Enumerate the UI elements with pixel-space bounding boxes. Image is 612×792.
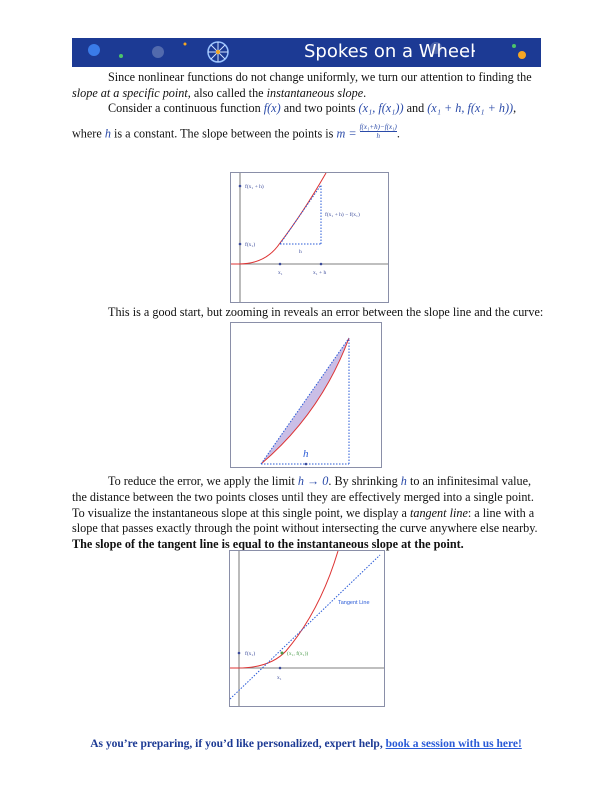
text: where xyxy=(72,126,105,141)
paragraph-line: slope at a specific point, also called t… xyxy=(72,86,366,101)
paragraph-line: Consider a continuous function f(x) and … xyxy=(108,101,516,116)
banner-title: Spokes on a Wheel xyxy=(304,41,476,62)
footer-cta: As you’re preparing, if you’d like perso… xyxy=(0,738,612,750)
label-tangent-line: Tangent Line xyxy=(338,600,370,606)
label-point: (x₁, f(x₁)) xyxy=(287,650,308,657)
paragraph-line: Since nonlinear functions do not change … xyxy=(108,70,532,84)
label-fx1h: f(x₁ + h) xyxy=(245,183,264,190)
text: and xyxy=(403,101,428,115)
label-fx1: f(x₁) xyxy=(245,241,255,248)
text: Consider a continuous function xyxy=(108,101,264,115)
math: f(x) xyxy=(263,101,281,115)
math: h → 0 xyxy=(297,474,329,488)
figure-secant: f(x₁ + h) f(x₁) f(x₁ + h) − f(x₁) h x₁ x… xyxy=(230,172,389,303)
paragraph-line: slope that passes exactly through the po… xyxy=(72,521,538,535)
text: To reduce the error, we apply the limit xyxy=(108,474,298,488)
paragraph-line: To reduce the error, we apply the limit … xyxy=(108,474,531,489)
math: m = xyxy=(336,126,360,141)
numerator: f(x₁+h)−f(x₁) xyxy=(359,123,397,132)
text: . xyxy=(363,86,367,100)
denominator: h xyxy=(376,132,380,140)
text: : a line with a xyxy=(467,506,535,520)
math: (x₁, f(x₁)) xyxy=(358,101,404,115)
text: To visualize the instantaneous slope at … xyxy=(72,506,410,520)
footer-text: As you’re preparing, if you’d like perso… xyxy=(90,738,386,750)
label-x1: x₁ xyxy=(277,675,282,681)
emphasis: instantaneous slope xyxy=(266,86,364,100)
paragraph-line: where h is a constant. The slope between… xyxy=(72,123,400,143)
math: h xyxy=(104,126,111,141)
book-session-link[interactable]: book a session with us here! xyxy=(385,738,522,750)
key-statement: The slope of the tangent line is equal t… xyxy=(72,537,464,551)
text: and two points xyxy=(280,101,359,115)
figure-zoomed-error: h xyxy=(230,322,382,468)
label-x1h: x₁ + h xyxy=(313,270,327,276)
label-h: h xyxy=(303,448,309,460)
label-difference: f(x₁ + h) − f(x₁) xyxy=(325,211,360,218)
text: , xyxy=(513,101,517,115)
paragraph-line: To visualize the instantaneous slope at … xyxy=(72,506,534,521)
banner-decoration-icon xyxy=(88,41,526,63)
paragraph-line: This is a good start, but zooming in rev… xyxy=(108,305,544,319)
text: . By shrinking xyxy=(328,474,401,488)
label-fx1: f(x₁) xyxy=(245,650,255,657)
header-banner: Spokes on a Wheel xyxy=(72,38,541,67)
math: (x₁ + h, f(x₁ + h)) xyxy=(427,101,514,115)
text: . xyxy=(396,126,400,141)
figure-tangent: Tangent Line f(x₁) (x₁, f(x₁)) x₁ xyxy=(229,550,385,707)
fraction: f(x₁+h)−f(x₁) h xyxy=(359,123,397,140)
emphasis: slope at a specific point xyxy=(72,86,188,100)
math: h xyxy=(400,474,407,488)
text: is a constant. The slope between the poi… xyxy=(110,126,337,141)
paragraph-line: the distance between the two points clos… xyxy=(72,490,534,504)
emphasis: tangent line xyxy=(409,506,468,520)
label-x1: x₁ xyxy=(278,270,283,276)
text: to an infinitesimal value, xyxy=(406,474,532,488)
label-h: h xyxy=(299,249,302,255)
text: , also called the xyxy=(187,86,267,100)
